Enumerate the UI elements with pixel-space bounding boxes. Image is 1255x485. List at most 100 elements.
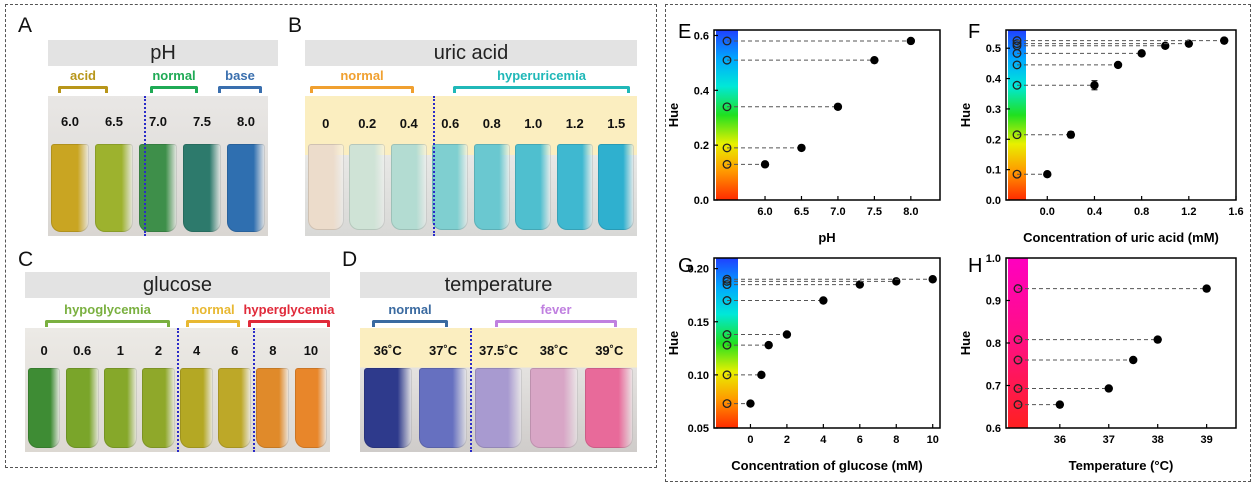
- panel-d-group-bracket: [372, 320, 448, 327]
- vial-label: 0.4: [399, 116, 418, 131]
- hue-marker: [722, 143, 732, 153]
- hue-marker: [1012, 169, 1022, 179]
- vial-label: 37˚C: [428, 343, 458, 358]
- data-point: [760, 160, 770, 169]
- x-tick-label: 7.5: [867, 206, 882, 218]
- panel-a-group-bracket: [218, 86, 262, 93]
- x-tick-label: 6.5: [794, 206, 809, 218]
- panel-letter-g: G: [678, 255, 694, 277]
- vial-label: 38˚C: [539, 343, 568, 358]
- hue-marker: [722, 159, 732, 169]
- panel-a-group-label: base: [225, 68, 255, 83]
- hue-marker: [1013, 284, 1023, 294]
- vial-solution: [103, 368, 137, 448]
- data-point: [1043, 169, 1052, 179]
- data-point: [1161, 41, 1170, 50]
- panel-b-group-bracket: [310, 86, 414, 93]
- vial-label: 0.8: [482, 116, 501, 131]
- y-tick-label: 0.8: [986, 338, 1001, 350]
- vial-solution: [349, 144, 386, 230]
- hue-marker: [1012, 130, 1022, 140]
- data-point: [833, 102, 843, 111]
- y-tick-label: 0.0: [694, 195, 709, 207]
- hue-marker: [722, 102, 732, 112]
- group-separator: [433, 96, 435, 236]
- hue-marker: [722, 280, 732, 290]
- x-axis-label: Concentration of glucose (mM): [731, 458, 922, 473]
- y-tick-label: 0.9: [986, 296, 1001, 308]
- photo-panels-frame: [5, 4, 657, 468]
- data-point: [855, 280, 865, 289]
- hue-marker: [722, 274, 732, 284]
- x-tick-label: 37: [1103, 434, 1115, 446]
- group-separator: [177, 328, 179, 452]
- x-axis-label: Temperature (°C): [1069, 458, 1174, 473]
- x-tick-label: 39: [1201, 434, 1213, 446]
- x-tick-label: 0.4: [1087, 206, 1103, 218]
- hue-color-bar: [716, 258, 738, 428]
- y-tick-label: 0.4: [694, 85, 710, 97]
- vial-label: 7.5: [192, 114, 212, 129]
- hue-marker: [722, 55, 732, 65]
- panel-letter-d: D: [342, 248, 358, 271]
- y-tick-label: 0.15: [688, 317, 709, 329]
- vial-label: 10: [303, 343, 319, 358]
- data-point: [906, 36, 916, 46]
- x-tick-label: 2: [784, 434, 790, 446]
- y-tick-label: 0.7: [986, 381, 1001, 393]
- panel-letter-e: E: [678, 21, 691, 43]
- plot-frame: [713, 29, 941, 201]
- data-point: [1066, 130, 1076, 139]
- hue-marker: [1013, 335, 1023, 345]
- x-tick-label: 0: [747, 434, 753, 446]
- y-tick-label: 0.1: [986, 165, 1001, 177]
- y-tick-label: 0.6: [986, 423, 1001, 435]
- data-point: [797, 143, 806, 153]
- x-tick-label: 0.8: [1134, 206, 1149, 218]
- hue-marker: [722, 296, 732, 305]
- data-point: [1153, 335, 1162, 344]
- panel-letter-f: F: [968, 21, 980, 43]
- vial-solution: [530, 368, 578, 448]
- vial-solution: [474, 368, 523, 448]
- vial-solution: [65, 368, 99, 448]
- panel-b-group-bracket: [453, 86, 630, 93]
- x-tick-label: 38: [1152, 434, 1164, 446]
- hue-marker: [1012, 60, 1022, 70]
- x-tick-label: 1.6: [1228, 206, 1243, 218]
- y-axis-label: Hue: [958, 331, 973, 356]
- vial-solution: [51, 144, 89, 232]
- data-point: [1137, 49, 1146, 58]
- panel-a-group-label: acid: [69, 68, 96, 83]
- data-point: [757, 370, 766, 380]
- data-point: [764, 340, 773, 350]
- x-tick-label: 10: [927, 434, 939, 446]
- y-axis-label: Hue: [666, 331, 681, 356]
- y-tick-label: 0.3: [986, 104, 1001, 116]
- hue-marker: [722, 340, 732, 350]
- vial-label: 36˚C: [373, 343, 402, 358]
- panel-a-group-label: normal: [152, 68, 196, 83]
- x-tick-label: 6.0: [757, 206, 772, 218]
- y-tick-label: 0.05: [688, 423, 709, 435]
- plot-frame: [713, 257, 941, 429]
- vial-solution: [294, 368, 328, 448]
- x-tick-label: 1.2: [1181, 206, 1196, 218]
- panel-a-photo: 6.0 6.5 7.0 7.5 8.0: [48, 96, 268, 236]
- hue-marker: [722, 330, 732, 339]
- vial-label: 8: [269, 343, 277, 358]
- data-point: [819, 296, 828, 305]
- vial-label: 1.5: [607, 116, 626, 131]
- group-separator: [253, 328, 255, 452]
- hue-color-bar: [716, 30, 738, 200]
- vial-label: 39˚C: [595, 343, 624, 358]
- data-point: [1202, 284, 1211, 293]
- chart-panels-frame: [665, 4, 1251, 482]
- vial-label: 0.6: [441, 116, 460, 131]
- panel-a-group-bracket: [58, 86, 108, 93]
- panel-d-title: temperature: [360, 272, 637, 298]
- panel-c-group-bracket: [45, 320, 170, 327]
- panel-a-group-bracket: [150, 86, 198, 93]
- vial-solution: [27, 368, 61, 448]
